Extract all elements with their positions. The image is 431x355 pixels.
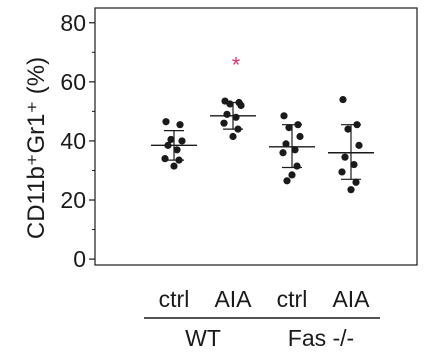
significance-annotation: * bbox=[232, 53, 241, 78]
data-point bbox=[237, 101, 245, 110]
data-point bbox=[341, 153, 349, 161]
data-point bbox=[283, 177, 291, 185]
y-tick-label: 80 bbox=[60, 10, 86, 36]
data-point bbox=[229, 132, 237, 141]
x-category-label: AIA bbox=[332, 286, 370, 312]
y-tick-label: 40 bbox=[60, 128, 86, 154]
plot-frame bbox=[94, 7, 418, 266]
data-point bbox=[282, 140, 290, 148]
data-point bbox=[178, 137, 186, 145]
data-point bbox=[339, 95, 347, 104]
data-point bbox=[175, 156, 183, 164]
data-point bbox=[232, 113, 240, 121]
series-AIA-fas bbox=[328, 95, 374, 194]
y-axis-label: CD11b⁺Gr1⁺ (%) bbox=[23, 57, 50, 239]
data-point bbox=[167, 135, 175, 144]
series-ctrl-fas bbox=[269, 112, 315, 185]
data-point bbox=[288, 171, 296, 179]
data-point bbox=[294, 121, 302, 129]
data-point bbox=[279, 149, 287, 157]
series-AIA-wt: * bbox=[210, 53, 256, 141]
x-category-label: AIA bbox=[214, 286, 252, 312]
data-point bbox=[285, 124, 293, 132]
data-point bbox=[350, 160, 358, 169]
data-point bbox=[164, 141, 172, 149]
data-point bbox=[170, 162, 178, 170]
x-axis: ctrl AIA ctrl AIA WT Fas -/- bbox=[144, 286, 380, 351]
y-axis: 0 20 40 60 80 bbox=[60, 10, 95, 272]
data-point bbox=[353, 121, 361, 129]
x-category-label: ctrl bbox=[277, 286, 308, 312]
data-marks: * bbox=[151, 53, 374, 194]
data-point bbox=[291, 146, 299, 154]
data-point bbox=[226, 100, 234, 108]
data-point bbox=[220, 119, 228, 127]
data-point bbox=[173, 146, 181, 154]
data-point bbox=[176, 121, 184, 129]
data-point bbox=[161, 155, 169, 163]
data-point bbox=[355, 141, 363, 149]
x-group-label: Fas -/- bbox=[288, 325, 354, 351]
plot-border bbox=[94, 7, 418, 266]
data-point bbox=[223, 110, 231, 118]
y-tick-label: 20 bbox=[60, 187, 86, 213]
data-point bbox=[162, 118, 170, 126]
data-point bbox=[280, 112, 288, 120]
x-group-label: WT bbox=[185, 325, 221, 351]
y-tick-label: 0 bbox=[73, 246, 86, 272]
series-ctrl-wt bbox=[151, 118, 197, 170]
data-point bbox=[293, 162, 301, 170]
x-category-label: ctrl bbox=[159, 286, 190, 312]
data-point bbox=[352, 178, 360, 186]
data-point bbox=[296, 132, 304, 141]
data-point bbox=[338, 168, 346, 176]
data-point bbox=[344, 125, 352, 133]
data-point bbox=[347, 186, 355, 194]
data-point bbox=[234, 125, 242, 133]
y-tick-label: 60 bbox=[60, 69, 86, 95]
